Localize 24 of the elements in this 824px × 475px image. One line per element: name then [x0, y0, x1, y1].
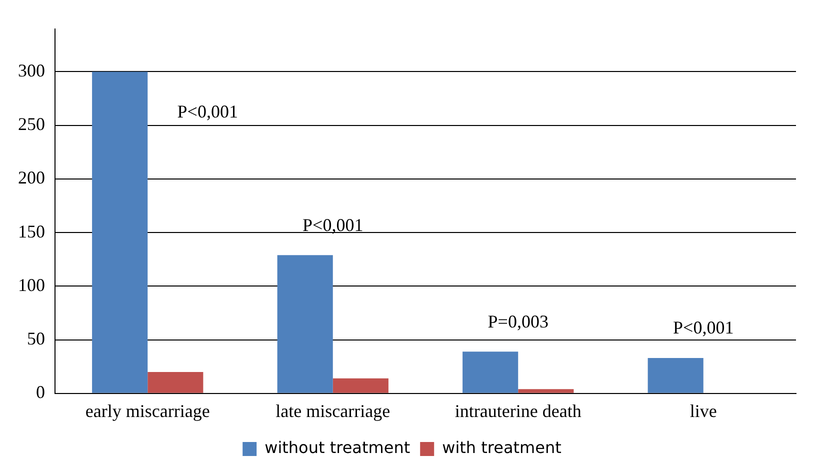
y-tick-label: 150: [18, 221, 45, 242]
y-tick-label: 50: [27, 328, 45, 349]
bar: [148, 372, 204, 393]
bar: [332, 378, 388, 393]
bar: [277, 255, 333, 393]
bar: [462, 352, 518, 393]
y-tick-label: 300: [18, 60, 45, 80]
legend-label: without treatment: [264, 438, 410, 458]
bar: [518, 389, 574, 393]
x-tick-label: live: [690, 400, 717, 421]
y-tick-label: 250: [18, 114, 45, 134]
y-tick-label: 0: [36, 382, 45, 402]
annotation: P=0,003: [488, 311, 548, 332]
annotation: P<0,001: [673, 318, 734, 338]
x-tick-label: intrauterine death: [454, 400, 582, 421]
bar: [92, 72, 148, 393]
x-tick-label: early miscarriage: [85, 400, 210, 421]
annotation: P<0,001: [302, 214, 364, 235]
y-tick-label: 200: [18, 168, 45, 188]
legend-label: with treatment: [442, 438, 562, 458]
bar: [648, 358, 704, 393]
y-tick-label: 100: [18, 274, 45, 295]
annotation: P<0,001: [177, 101, 238, 122]
x-tick-label: late miscarriage: [276, 400, 390, 421]
